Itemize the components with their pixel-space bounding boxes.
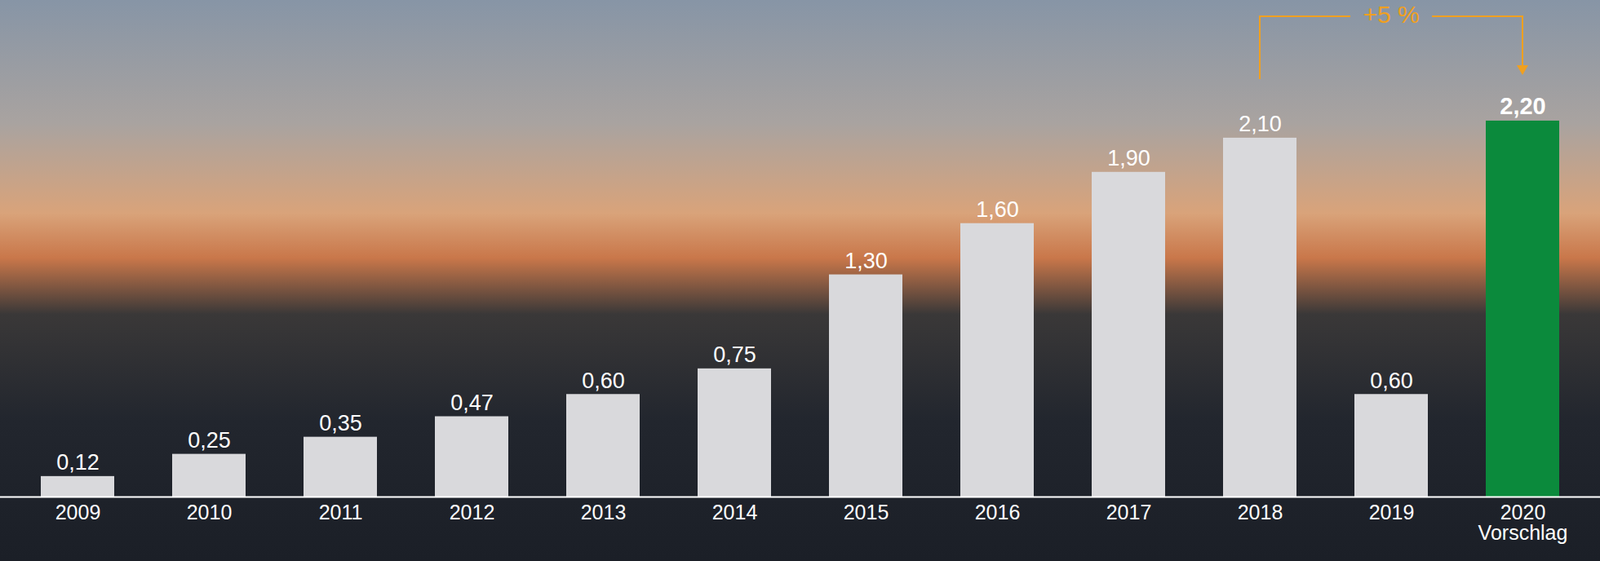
svg-text:0,60: 0,60 xyxy=(1369,368,1414,394)
svg-text:1,60: 1,60 xyxy=(975,197,1020,222)
svg-text:2016: 2016 xyxy=(975,500,1021,524)
svg-text:1,30: 1,30 xyxy=(844,248,888,274)
svg-text:2012: 2012 xyxy=(449,500,496,524)
svg-text:2013: 2013 xyxy=(580,500,627,524)
svg-text:0,35: 0,35 xyxy=(319,411,363,436)
svg-text:2018: 2018 xyxy=(1237,500,1284,524)
svg-text:2010: 2010 xyxy=(186,500,233,524)
svg-text:2009: 2009 xyxy=(55,500,102,524)
svg-text:2,10: 2,10 xyxy=(1238,111,1282,137)
svg-text:2019: 2019 xyxy=(1369,500,1415,524)
svg-text:2015: 2015 xyxy=(843,500,890,524)
svg-text:2014: 2014 xyxy=(712,500,758,524)
svg-text:+5 %: +5 % xyxy=(1362,0,1419,28)
svg-text:0,12: 0,12 xyxy=(56,450,100,475)
svg-text:0,60: 0,60 xyxy=(581,368,625,394)
svg-text:2020Vorschlag: 2020Vorschlag xyxy=(1478,500,1569,545)
svg-text:0,75: 0,75 xyxy=(713,342,757,368)
svg-text:0,47: 0,47 xyxy=(450,390,494,416)
svg-text:1,90: 1,90 xyxy=(1107,146,1151,171)
svg-text:2011: 2011 xyxy=(319,500,364,524)
svg-text:2,20: 2,20 xyxy=(1499,93,1546,120)
svg-text:2017: 2017 xyxy=(1106,500,1153,524)
svg-text:0,25: 0,25 xyxy=(187,428,231,453)
